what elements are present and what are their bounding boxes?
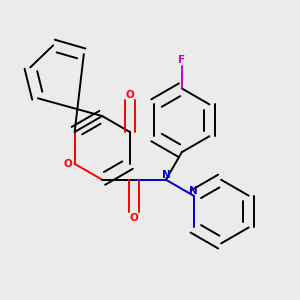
Text: N: N bbox=[161, 170, 170, 181]
Text: F: F bbox=[178, 55, 185, 65]
Text: O: O bbox=[125, 90, 134, 100]
Text: O: O bbox=[130, 213, 139, 223]
Text: O: O bbox=[64, 159, 73, 169]
Text: N: N bbox=[189, 186, 198, 197]
